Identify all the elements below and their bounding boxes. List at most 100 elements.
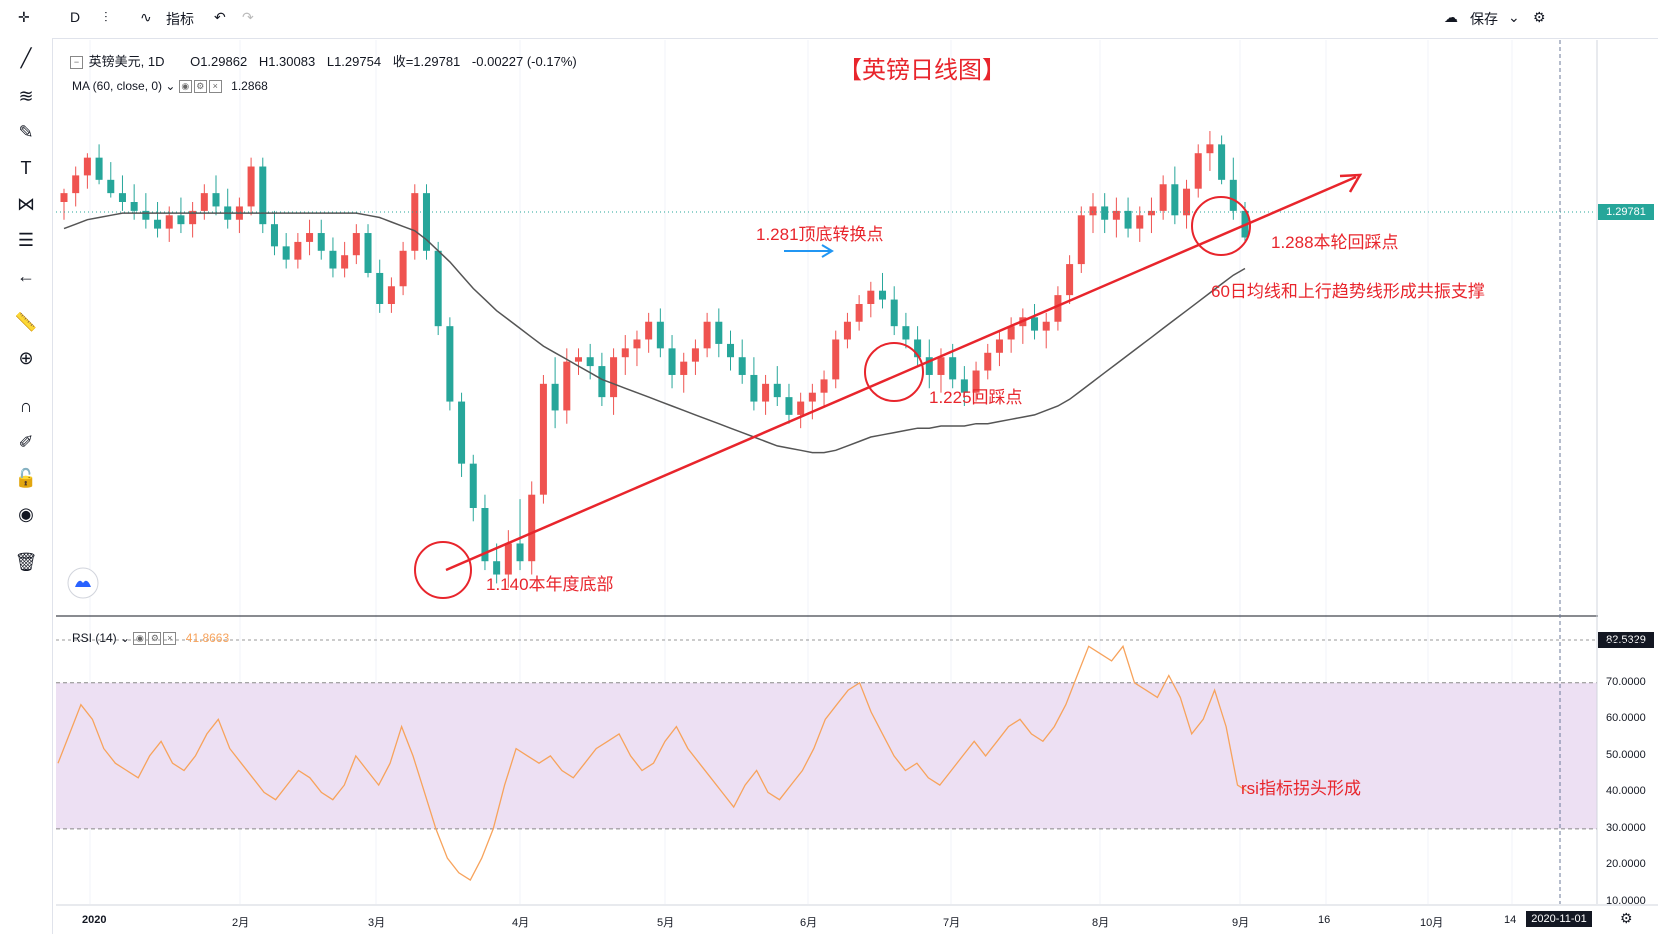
close-icon[interactable]: × bbox=[163, 632, 177, 646]
candle bbox=[1171, 166, 1179, 225]
candle bbox=[551, 357, 559, 429]
ma-label[interactable]: MA (60, close, 0) bbox=[72, 79, 163, 93]
eye-icon[interactable]: ◉ bbox=[18, 504, 34, 524]
crosshair-icon[interactable]: ✛ bbox=[18, 9, 30, 25]
candle-body bbox=[1077, 215, 1085, 265]
candle bbox=[1054, 286, 1062, 331]
candle bbox=[574, 348, 583, 375]
ma-legend: MA (60, close, 0) ⌄ ◉ ⚙ × 1.2868 bbox=[72, 79, 268, 94]
eye-toggle-icon[interactable]: ◉ bbox=[133, 632, 147, 646]
lock-drawing-icon[interactable]: ✐ bbox=[18, 432, 34, 452]
date-tag: 2020-11-01 bbox=[1526, 911, 1592, 927]
brush-icon[interactable]: ✎ bbox=[18, 122, 34, 142]
time-tick-label: 10月 bbox=[1420, 917, 1444, 929]
candle bbox=[259, 157, 267, 234]
gear-icon[interactable]: ⚙ bbox=[1620, 910, 1633, 926]
chevron-down-icon[interactable]: ⌄ bbox=[120, 631, 131, 645]
candle-body bbox=[610, 357, 618, 398]
rsi-tick-label: 20.0000 bbox=[1606, 858, 1646, 871]
candle-body bbox=[820, 379, 828, 393]
annotation-turn: 1.281顶底转换点 bbox=[756, 225, 884, 244]
rsi-line bbox=[57, 644, 1250, 882]
candle bbox=[820, 370, 828, 406]
candle-body bbox=[446, 326, 454, 402]
candle-body bbox=[773, 383, 781, 398]
candle bbox=[972, 361, 980, 402]
candle-body bbox=[563, 361, 571, 411]
candle-body bbox=[902, 326, 910, 340]
candle-body bbox=[586, 357, 594, 367]
candle-body bbox=[972, 370, 980, 393]
back-arrow-icon[interactable]: ← bbox=[17, 266, 35, 286]
candle-body bbox=[317, 233, 325, 251]
symbol-label[interactable]: 英镑美元, 1D bbox=[88, 54, 165, 69]
magnet-icon[interactable]: ∩ bbox=[19, 396, 33, 416]
candle-body bbox=[352, 233, 360, 256]
ruler-icon[interactable]: 📏 bbox=[14, 312, 38, 332]
candle-body bbox=[60, 193, 68, 202]
candle-body bbox=[528, 494, 536, 562]
candles-icon[interactable]: ⫶ bbox=[104, 9, 108, 25]
settings-icon[interactable]: ⚙ bbox=[193, 80, 207, 94]
candle-body bbox=[598, 366, 606, 398]
undo-icon[interactable]: ↶ bbox=[214, 9, 226, 25]
text-icon[interactable]: T bbox=[20, 158, 32, 178]
candle-body bbox=[1147, 210, 1155, 216]
prediction-icon[interactable]: ☰ bbox=[17, 230, 35, 250]
settings-icon[interactable]: ⚙ bbox=[148, 632, 162, 646]
trash-icon[interactable]: 🗑 bbox=[14, 552, 38, 572]
candle-body bbox=[843, 321, 851, 340]
candle bbox=[1183, 179, 1191, 229]
indicators-icon[interactable]: ∿ bbox=[140, 9, 152, 25]
candle-body bbox=[130, 202, 138, 211]
candle bbox=[200, 184, 208, 220]
candle bbox=[843, 312, 851, 349]
pattern-icon[interactable]: ⋈ bbox=[17, 194, 35, 214]
top-toolbar: ✛ D ⫶ ∿ 指标 ↶ ↷ ☁ 保存 ⌄ ⚙ bbox=[0, 0, 1658, 39]
fib-icon[interactable]: ≋ bbox=[18, 86, 34, 106]
weather-logo bbox=[67, 567, 99, 599]
open-value: O1.29862 bbox=[190, 54, 248, 69]
candle bbox=[189, 202, 197, 238]
candle bbox=[563, 348, 571, 424]
chevron-down-icon[interactable]: ⌄ bbox=[165, 79, 176, 93]
candle bbox=[364, 224, 372, 278]
drawing-toolbar: ╱ ≋ ✎ T ⋈ ☰ ← 📏 ⊕ ∩ ✐ 🔓 ◉ 🗑 bbox=[0, 38, 53, 934]
lock-icon[interactable]: 🔓 bbox=[14, 468, 38, 488]
candle-body bbox=[995, 339, 1003, 353]
candle bbox=[1101, 193, 1109, 234]
candle-body bbox=[376, 272, 384, 304]
candle-body bbox=[937, 357, 945, 375]
rsi-tick-label: 60.0000 bbox=[1606, 712, 1646, 725]
candle bbox=[738, 339, 746, 384]
high-value: H1.30083 bbox=[258, 54, 316, 69]
candle bbox=[387, 277, 395, 313]
interval-button[interactable]: D bbox=[70, 9, 81, 25]
save-button[interactable]: 保存 bbox=[1470, 11, 1498, 27]
collapse-icon[interactable]: − bbox=[70, 56, 83, 70]
candle-body bbox=[1124, 210, 1132, 229]
indicators-button[interactable]: 指标 bbox=[166, 11, 194, 27]
redo-icon[interactable]: ↷ bbox=[242, 9, 254, 25]
cloud-icon[interactable]: ☁ bbox=[1444, 9, 1458, 25]
chevron-down-icon[interactable]: ⌄ bbox=[1508, 9, 1520, 25]
candle-body bbox=[481, 508, 489, 562]
candle bbox=[411, 184, 419, 260]
eye-toggle-icon[interactable]: ◉ bbox=[178, 80, 192, 94]
candle-body bbox=[259, 166, 267, 225]
candle bbox=[656, 308, 664, 358]
trend-line-icon[interactable]: ╱ bbox=[20, 48, 32, 68]
zoom-icon[interactable]: ⊕ bbox=[18, 348, 34, 368]
candle bbox=[329, 237, 337, 278]
candle bbox=[107, 162, 115, 198]
candle bbox=[1066, 255, 1074, 304]
candle bbox=[633, 330, 641, 367]
time-tick-label: 5月 bbox=[657, 917, 675, 929]
gear-icon[interactable]: ⚙ bbox=[1533, 9, 1546, 25]
close-icon[interactable]: × bbox=[208, 80, 222, 94]
rsi-label[interactable]: RSI (14) bbox=[72, 631, 117, 645]
candle-body bbox=[1194, 153, 1202, 189]
candle bbox=[925, 339, 933, 389]
candle bbox=[703, 312, 711, 358]
